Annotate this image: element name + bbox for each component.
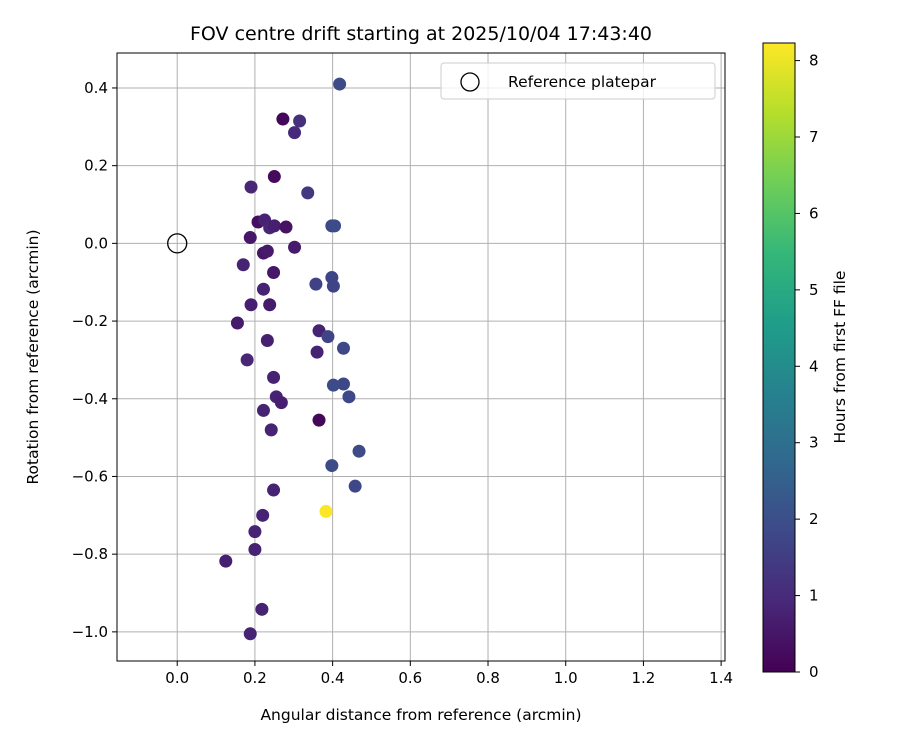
y-axis-ticks: 0.4 0.2 0.0 −0.2 −0.4 −0.6 −0.8 −1.0 [72, 79, 117, 641]
scatter-point [256, 403, 270, 417]
scatter-point [276, 112, 290, 126]
scatter-point [244, 180, 258, 194]
scatter-point [260, 333, 274, 347]
scatter-point [336, 341, 350, 355]
scatter-point [274, 396, 288, 410]
scatter-point [267, 266, 281, 280]
chart-title: FOV centre drift starting at 2025/10/04 … [190, 23, 652, 45]
scatter-point [256, 282, 270, 296]
scatter-point [301, 186, 315, 200]
data-points [219, 77, 366, 641]
scatter-point [243, 627, 257, 641]
scatter-point [319, 504, 333, 518]
y-tick-label: −0.4 [72, 390, 108, 408]
reference-marker-layer [167, 233, 188, 254]
scatter-point [336, 377, 350, 391]
scatter-point [325, 459, 339, 473]
scatter-point [267, 370, 281, 384]
x-tick-label: 0.6 [398, 669, 422, 687]
y-tick-label: 0.2 [84, 157, 108, 175]
y-tick-label: −0.8 [72, 545, 108, 563]
scatter-point [244, 298, 258, 312]
scatter-point [312, 413, 326, 427]
colorbar-tick-label: 3 [809, 434, 819, 452]
x-axis-label: Angular distance from reference (arcmin) [260, 706, 581, 724]
scatter-point [256, 508, 270, 522]
scatter-point [288, 126, 302, 140]
x-tick-label: 1.4 [709, 669, 733, 687]
plot-area [117, 53, 725, 661]
colorbar-tick-label: 7 [809, 128, 819, 146]
plot-frame [116, 52, 726, 662]
scatter-point [321, 330, 335, 344]
scatter-point [267, 219, 281, 233]
scatter-point [348, 479, 362, 493]
y-tick-label: −0.2 [72, 312, 108, 330]
x-tick-label: 0.4 [321, 669, 345, 687]
scatter-point [248, 543, 262, 557]
scatter-point [236, 258, 250, 272]
x-tick-label: 1.0 [554, 669, 578, 687]
legend-reference-marker [460, 72, 480, 92]
scatter-point [309, 277, 323, 291]
scatter-point [293, 114, 307, 128]
colorbar-tick-label: 1 [809, 587, 819, 605]
scatter-point [248, 525, 262, 539]
scatter-point [240, 353, 254, 367]
scatter-point [267, 170, 281, 184]
scatter-point [243, 231, 257, 245]
colorbar-label: Hours from first FF file [831, 271, 849, 444]
y-tick-label: −1.0 [72, 623, 108, 641]
legend-box [440, 62, 716, 100]
scatter-point [326, 378, 340, 392]
grid-lines [117, 53, 725, 661]
x-axis-ticks: 0.0 0.2 0.4 0.6 0.8 1.0 1.2 1.4 [165, 661, 733, 687]
colorbar-tick-label: 4 [809, 357, 819, 375]
x-tick-label: 0.2 [243, 669, 267, 687]
scatter-point [333, 77, 347, 91]
scatter-point [342, 390, 356, 404]
colorbar-tick-label: 2 [809, 510, 819, 528]
scatter-point [219, 554, 233, 568]
y-tick-label: 0.0 [84, 234, 108, 252]
y-tick-label: −0.6 [72, 467, 108, 485]
reference-platepar-marker [167, 233, 188, 254]
legend-reference-label: Reference platepar [508, 73, 657, 91]
colorbar-tick-label: 5 [809, 281, 819, 299]
scatter-point [328, 219, 342, 233]
x-tick-label: 1.2 [631, 669, 655, 687]
scatter-point [310, 345, 324, 359]
scatter-point [230, 316, 244, 330]
legend: Reference platepar [440, 62, 716, 100]
x-tick-label: 0.8 [476, 669, 500, 687]
colorbar-ticks: 0 1 2 3 4 5 6 7 8 [795, 52, 819, 681]
scatter-point [267, 483, 281, 497]
scatter-point [260, 244, 274, 258]
scatter-point [326, 279, 340, 293]
y-tick-label: 0.4 [84, 79, 108, 97]
scatter-point [264, 423, 278, 437]
scatter-point [352, 444, 366, 458]
x-tick-label: 0.0 [165, 669, 189, 687]
colorbar [762, 42, 796, 673]
scatter-point [255, 602, 269, 616]
y-axis-label: Rotation from reference (arcmin) [24, 229, 42, 484]
colorbar-tick-label: 6 [809, 204, 819, 222]
colorbar-tick-label: 0 [809, 663, 819, 681]
colorbar-tick-label: 8 [809, 52, 819, 70]
scatter-point [263, 298, 277, 312]
scatter-point [288, 240, 302, 254]
scatter-point [279, 220, 293, 234]
